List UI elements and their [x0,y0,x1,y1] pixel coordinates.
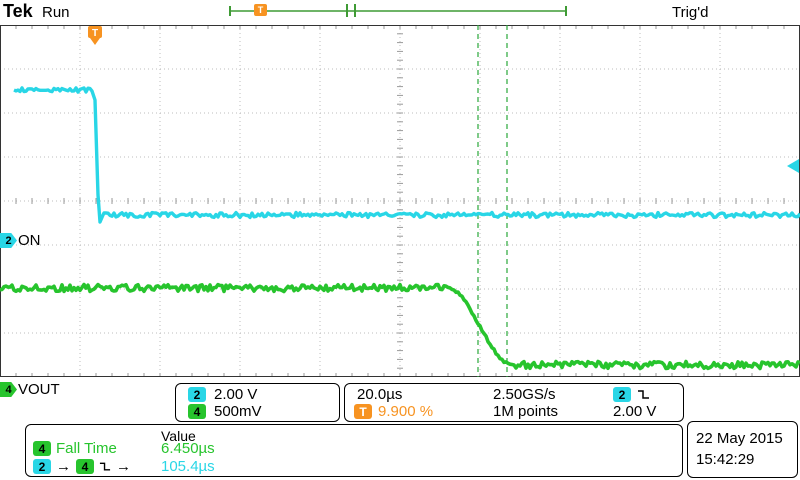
sample-rate-value: 2.50GS/s [493,386,556,403]
meas2-dst-badge: 4 [76,459,94,474]
trigger-source-readout: 2 [613,386,650,403]
datetime-panel: 22 May 2015 15:42:29 [687,421,798,478]
vertical-scales-readout[interactable]: 2 2.00 V 4 500mV [175,383,340,422]
waveform-display: T [0,25,800,377]
meas2-value-text: 105.4µs [161,458,215,475]
falling-edge-icon [99,461,111,473]
record-view-bar: T [228,2,570,19]
ch2-badge: 2 [188,387,206,402]
measurements-panel[interactable]: Value 4 Fall Time 6.450µs 2 → 4 → 105.4µ… [25,424,683,477]
ch4-waveform-label: VOUT [18,381,60,398]
trigger-badge: T [354,404,372,419]
ch4-scale-value: 500mV [214,403,262,420]
tek-logo: Tek [3,1,33,22]
meas2-src-badge: 2 [33,459,51,474]
ch2-scale-value: 2.00 V [214,386,257,403]
meas1-value-text: 6.450µs [161,440,215,457]
ch2-waveform-label: ON [18,232,41,249]
acquisition-status: Run [42,4,70,21]
trigger-level-marker [787,159,799,173]
ch4-position-marker[interactable]: 4 [0,382,17,397]
ch4-scale-row: 4 500mV [188,403,339,420]
svg-text:T: T [92,28,98,39]
meas1-value: 6.450µs [161,440,215,457]
meas2-arrow2: → [116,458,131,475]
trigger-source-badge: 2 [613,387,631,402]
meas2-value: 105.4µs [161,458,215,475]
trigger-level-readout: 2.00 V [613,403,656,420]
trigger-level-value: 2.00 V [613,403,656,420]
record-length-readout: 1M points [493,403,558,420]
graticule-area: T 2 ON 4 VOUT [0,25,800,377]
time-text: 15:42:29 [696,449,797,470]
meas1-channel-badge: 4 [33,441,51,456]
date-text: 22 May 2015 [696,428,797,449]
sample-rate-readout: 2.50GS/s [493,386,556,403]
meas2-arrow: → [56,458,71,475]
record-length-value: 1M points [493,403,558,420]
trigger-position-value: 9.900 % [378,403,433,420]
timebase-value: 20.0µs [357,386,402,403]
meas1-name: Fall Time [56,440,117,457]
timebase-readout: 20.0µs [357,386,402,403]
measurement-row-delay: 2 → 4 → [33,458,131,475]
falling-edge-icon [637,389,650,401]
ch2-scale-row: 2 2.00 V [188,386,339,403]
measurement-row-fall-time: 4 Fall Time [33,440,117,457]
horizontal-trigger-readout[interactable]: 20.0µs T 9.900 % 2.50GS/s 1M points 2 2.… [344,383,684,422]
record-trigger-label: T [258,5,264,15]
trigger-status: Trig'd [672,4,708,21]
trigger-position-readout: T 9.900 % [354,403,433,420]
ch4-badge: 4 [188,404,206,419]
